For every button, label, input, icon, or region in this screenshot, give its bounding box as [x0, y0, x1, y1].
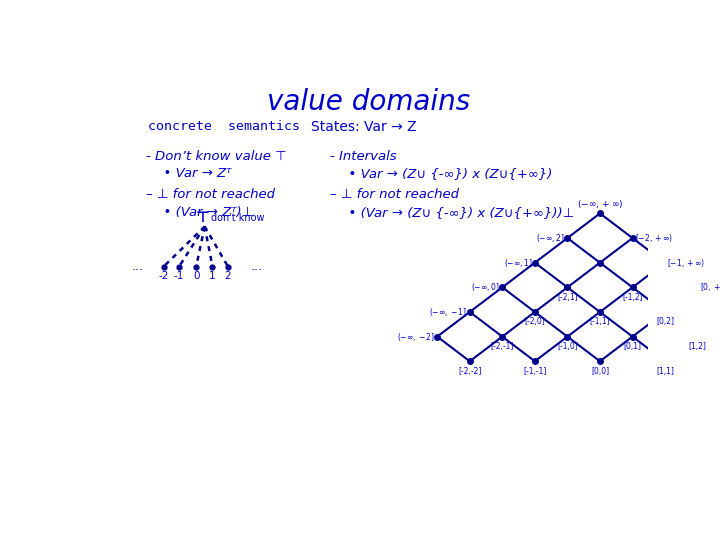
Text: value domains: value domains: [267, 88, 471, 116]
Text: [-2,1]: [-2,1]: [557, 293, 577, 302]
Text: [0,0]: [0,0]: [591, 367, 609, 376]
Text: ...: ...: [251, 260, 263, 273]
Text: • Var → (Z∪ {-∞}) x (Z∪{+∞}): • Var → (Z∪ {-∞}) x (Z∪{+∞}): [340, 167, 552, 180]
Text: - Don’t know value ⊤: - Don’t know value ⊤: [145, 150, 287, 163]
Text: [-1,2]: [-1,2]: [622, 293, 643, 302]
Text: – ⊥ for not reached: – ⊥ for not reached: [330, 188, 459, 201]
Text: $(-\infty,1]$: $(-\infty,1]$: [504, 256, 533, 269]
Text: $[0,+\infty)$: $[0,+\infty)$: [700, 281, 720, 293]
Text: 0: 0: [193, 271, 199, 281]
Text: ⊤: ⊤: [196, 210, 210, 225]
Text: [-2,-2]: [-2,-2]: [458, 367, 482, 376]
Text: 1: 1: [209, 271, 216, 281]
Text: - Intervals: - Intervals: [330, 150, 397, 163]
Text: $(-\infty,0]$: $(-\infty,0]$: [471, 281, 500, 293]
Text: [0,2]: [0,2]: [656, 318, 674, 326]
Text: – ⊥ for not reached: – ⊥ for not reached: [145, 188, 275, 201]
Text: [-1,1]: [-1,1]: [590, 318, 611, 326]
Text: $(-\infty,-1]$: $(-\infty,-1]$: [429, 306, 467, 318]
Text: [-2,-1]: [-2,-1]: [490, 342, 514, 351]
Text: • (Var → Zᵀ)⊥: • (Var → Zᵀ)⊥: [155, 206, 253, 219]
Text: [1,2]: [1,2]: [688, 342, 706, 351]
Text: [-2,0]: [-2,0]: [524, 318, 545, 326]
Text: don't know: don't know: [211, 213, 264, 224]
Text: -2: -2: [158, 271, 168, 281]
Text: concrete  semantics: concrete semantics: [148, 120, 300, 133]
Text: $(-\infty,-2]$: $(-\infty,-2]$: [397, 330, 435, 342]
Text: $(-\infty,2]$: $(-\infty,2]$: [536, 232, 565, 244]
Text: • Var → Zᵀ: • Var → Zᵀ: [155, 167, 231, 180]
Text: [0,1]: [0,1]: [624, 342, 642, 351]
Text: • (Var → (Z∪ {-∞}) x (Z∪{+∞}))⊥: • (Var → (Z∪ {-∞}) x (Z∪{+∞}))⊥: [340, 206, 574, 219]
Text: 2: 2: [225, 271, 231, 281]
Text: ...: ...: [132, 260, 144, 273]
Text: States: Var → Z: States: Var → Z: [311, 120, 416, 134]
Text: $(-\infty,+\infty)$: $(-\infty,+\infty)$: [577, 198, 624, 210]
Text: [-1,0]: [-1,0]: [557, 342, 577, 351]
Text: $[-2,+\infty)$: $[-2,+\infty)$: [635, 232, 673, 244]
Text: [1,1]: [1,1]: [656, 367, 674, 376]
Text: $[-1,+\infty)$: $[-1,+\infty)$: [667, 256, 706, 269]
Text: [-1,-1]: [-1,-1]: [523, 367, 546, 376]
Text: -1: -1: [174, 271, 184, 281]
